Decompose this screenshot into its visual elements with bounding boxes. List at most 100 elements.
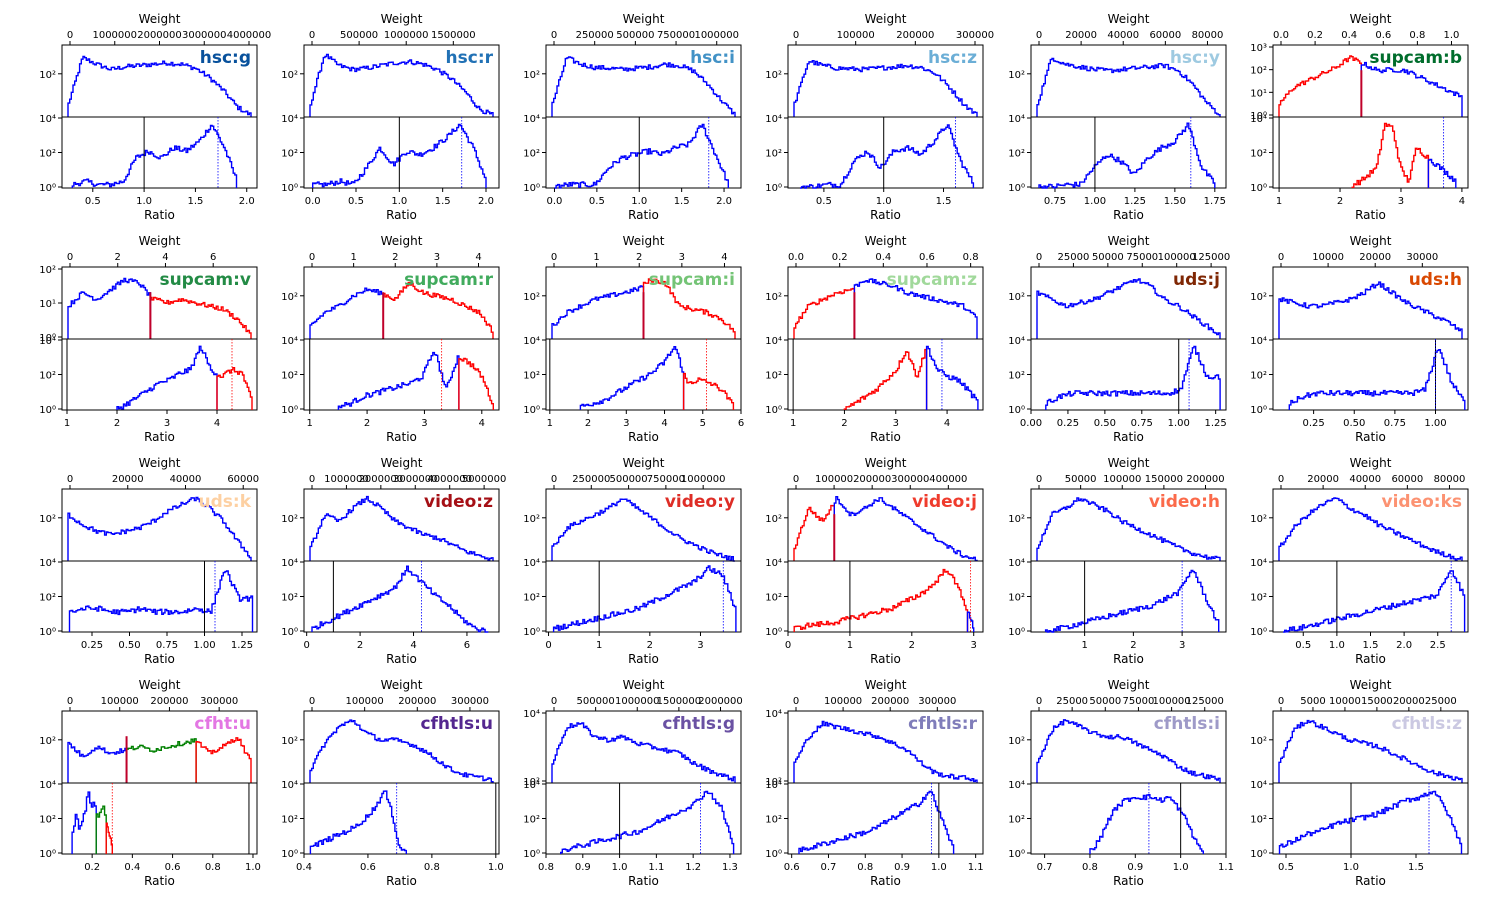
y-tick-label: 10² bbox=[1008, 70, 1025, 81]
weight-tick-label: 0 bbox=[551, 30, 557, 41]
y-tick-label: 10⁴ bbox=[1008, 114, 1025, 125]
series-line-blue bbox=[1044, 569, 1220, 633]
y-tick-label: 10⁴ bbox=[523, 780, 540, 791]
ratio-axis-label: Ratio bbox=[1113, 652, 1144, 666]
x-tick-label: 3 bbox=[421, 418, 427, 429]
weight-tick-label: 0 bbox=[1036, 474, 1042, 485]
bottom-panel-frame bbox=[303, 116, 500, 189]
x-tick-label: 2 bbox=[1130, 640, 1136, 651]
series-line-red bbox=[843, 348, 928, 410]
weight-axis-label: Weight bbox=[1108, 234, 1150, 248]
ratio-axis-label: Ratio bbox=[1355, 652, 1386, 666]
y-tick-label: 10² bbox=[281, 70, 298, 81]
series-line-blue bbox=[552, 565, 737, 632]
weight-tick-label: 150000 bbox=[1145, 474, 1183, 485]
y-tick-label: 10² bbox=[39, 371, 56, 382]
y-tick-label: 10² bbox=[1008, 815, 1025, 826]
weight-tick-label: 60000 bbox=[1391, 474, 1423, 485]
x-tick-label: 0.50 bbox=[1343, 418, 1365, 429]
weight-axis-label: Weight bbox=[623, 456, 665, 470]
series-line-blue bbox=[1089, 794, 1204, 854]
x-tick-label: 0.7 bbox=[821, 862, 837, 873]
weight-tick-label: 1000000 bbox=[681, 474, 726, 485]
x-tick-label: 3 bbox=[623, 418, 629, 429]
y-tick-label: 10² bbox=[1250, 736, 1267, 747]
x-tick-label: 0.6 bbox=[784, 862, 800, 873]
y-tick-label: 10⁴ bbox=[765, 336, 782, 347]
ratio-axis-label: Ratio bbox=[1355, 208, 1386, 222]
weight-tick-label: 300000 bbox=[918, 696, 956, 707]
weight-axis-label: Weight bbox=[1108, 12, 1150, 26]
series-line-red bbox=[216, 367, 253, 410]
weight-axis-label: Weight bbox=[623, 12, 665, 26]
y-tick-label: 10² bbox=[39, 736, 56, 747]
y-tick-label: 10² bbox=[1008, 371, 1025, 382]
bottom-panel-frame bbox=[61, 782, 258, 855]
panel-name-label: cfht:u bbox=[194, 714, 251, 734]
weight-axis-label: Weight bbox=[1350, 456, 1392, 470]
y-tick-label: 10⁰ bbox=[281, 627, 298, 638]
weight-tick-label: 500000 bbox=[609, 474, 647, 485]
y-tick-label: 10⁴ bbox=[281, 558, 298, 569]
x-tick-label: 0.50 bbox=[118, 640, 140, 651]
y-tick-label: 10⁰ bbox=[39, 849, 56, 860]
y-tick-label: 10⁴ bbox=[39, 114, 56, 125]
weight-tick-label: 3 bbox=[679, 252, 685, 263]
series-line-blue bbox=[1427, 158, 1457, 188]
weight-axis-label: Weight bbox=[865, 678, 907, 692]
weight-axis-label: Weight bbox=[623, 678, 665, 692]
series-line-blue bbox=[551, 722, 736, 783]
y-tick-label: 10² bbox=[1250, 593, 1267, 604]
y-tick-label: 10² bbox=[281, 149, 298, 160]
x-tick-label: 1.5 bbox=[1408, 862, 1424, 873]
weight-tick-label: 0.8 bbox=[963, 252, 979, 263]
weight-tick-label: 3 bbox=[434, 252, 440, 263]
weight-axis-label: Weight bbox=[623, 234, 665, 248]
series-line-blue bbox=[1038, 122, 1216, 189]
series-line-red bbox=[105, 822, 113, 854]
weight-tick-label: 20000 bbox=[1065, 30, 1097, 41]
y-tick-label: 10² bbox=[281, 371, 298, 382]
weight-tick-label: 4 bbox=[475, 252, 481, 263]
x-tick-label: 2 bbox=[841, 418, 847, 429]
series-line-blue bbox=[925, 345, 979, 410]
y-tick-label: 10⁴ bbox=[39, 558, 56, 569]
ratio-axis-label: Ratio bbox=[144, 208, 175, 222]
weight-tick-label: 2 bbox=[115, 252, 121, 263]
y-tick-label: 10⁴ bbox=[765, 558, 782, 569]
weight-tick-label: 100000 bbox=[101, 696, 139, 707]
weight-tick-label: 2 bbox=[392, 252, 398, 263]
panel-name-label: hsc:g bbox=[200, 48, 251, 68]
weight-tick-label: 0 bbox=[1036, 252, 1042, 263]
y-tick-label: 10² bbox=[1008, 736, 1025, 747]
y-tick-label: 10⁰ bbox=[39, 405, 56, 416]
bottom-panel-frame bbox=[787, 560, 984, 633]
y-tick-label: 10¹ bbox=[39, 299, 56, 310]
weight-tick-label: 0 bbox=[793, 474, 799, 485]
y-tick-label: 10² bbox=[523, 514, 540, 525]
series-line-red bbox=[793, 504, 835, 561]
x-tick-label: 2 bbox=[909, 640, 915, 651]
y-tick-label: 10² bbox=[765, 149, 782, 160]
weight-tick-label: 0 bbox=[67, 252, 73, 263]
x-tick-label: 0.5 bbox=[816, 196, 832, 207]
x-tick-label: 1.50 bbox=[1164, 196, 1186, 207]
x-tick-label: 1.0 bbox=[631, 196, 647, 207]
panel-name-label: hsc:i bbox=[690, 48, 735, 68]
y-tick-label: 10² bbox=[523, 70, 540, 81]
x-tick-label: 1 bbox=[847, 640, 853, 651]
x-tick-label: 1.00 bbox=[1424, 418, 1446, 429]
x-tick-label: 1.5 bbox=[936, 196, 952, 207]
bottom-panel-frame bbox=[545, 338, 742, 411]
weight-tick-label: 50000 bbox=[1065, 474, 1097, 485]
panel-name-label: cfhtls:r bbox=[908, 714, 977, 734]
x-tick-label: 1.00 bbox=[193, 640, 215, 651]
x-tick-label: 1.25 bbox=[231, 640, 253, 651]
weight-tick-label: 500000 bbox=[616, 30, 654, 41]
x-tick-label: 3 bbox=[1179, 640, 1185, 651]
weight-tick-label: 0 bbox=[793, 696, 799, 707]
weight-axis-label: Weight bbox=[381, 678, 423, 692]
y-tick-label: 10² bbox=[1250, 514, 1267, 525]
x-tick-label: 0.4 bbox=[124, 862, 140, 873]
weight-tick-label: 2000000 bbox=[359, 474, 404, 485]
